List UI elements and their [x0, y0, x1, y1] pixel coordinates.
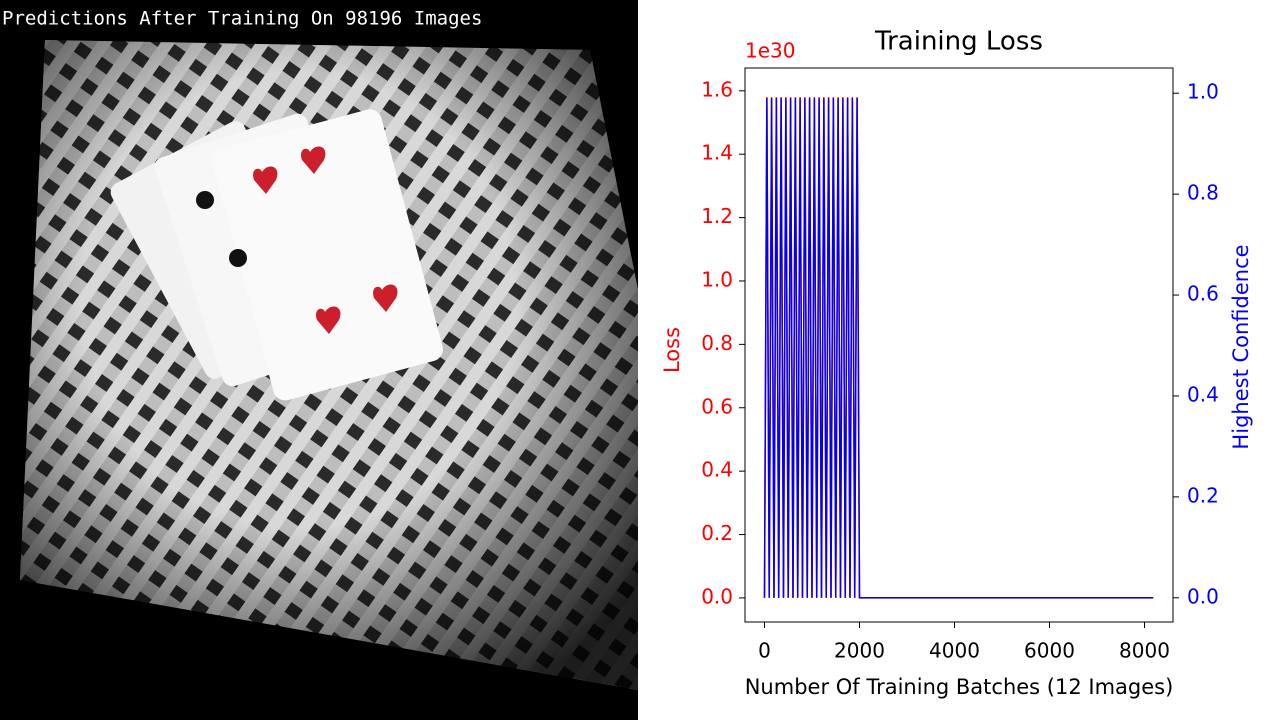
pip — [229, 249, 247, 267]
y-offset-label: 1e30 — [745, 39, 795, 63]
x-tick-label: 6000 — [1024, 639, 1075, 663]
y2-tick-label: 0.0 — [1187, 584, 1219, 608]
pip — [316, 306, 341, 334]
y-tick-label: 0.4 — [701, 458, 733, 482]
chart-panel — [638, 0, 1280, 720]
y-axis-label: Loss — [660, 327, 684, 373]
chart-title: Training Loss — [874, 27, 1043, 57]
y2-tick-label: 0.8 — [1187, 181, 1219, 205]
cards — [110, 109, 443, 401]
y-tick-label: 0.2 — [701, 521, 733, 545]
y-tick-label: 0.0 — [701, 584, 733, 608]
pip — [253, 166, 278, 194]
line-series — [763, 98, 1154, 599]
pip — [373, 284, 398, 312]
y-tick-label: 1.0 — [701, 267, 733, 291]
y2-tick-label: 0.2 — [1187, 483, 1219, 507]
x-axis-label: Number Of Training Batches (12 Images) — [745, 675, 1174, 699]
pip — [196, 191, 214, 209]
plot-frame — [744, 67, 1174, 623]
y-tick-label: 0.6 — [701, 394, 733, 418]
pip — [301, 146, 326, 174]
y-tick-label: 1.6 — [701, 77, 733, 101]
x-tick-label: 4000 — [929, 639, 980, 663]
x-tick-label: 8000 — [1119, 639, 1170, 663]
x-tick-label: 0 — [758, 639, 771, 663]
y2-tick-label: 0.6 — [1187, 282, 1219, 306]
y2-tick-label: 1.0 — [1187, 80, 1219, 104]
y-tick-label: 0.8 — [701, 331, 733, 355]
y-tick-label: 1.2 — [701, 204, 733, 228]
y2-tick-label: 0.4 — [1187, 382, 1219, 406]
y-tick-label: 1.4 — [701, 141, 733, 165]
y2-axis-label: Highest Confidence — [1229, 244, 1253, 449]
x-tick-label: 2000 — [834, 639, 885, 663]
image-caption: Predictions After Training On 98196 Imag… — [2, 8, 482, 30]
